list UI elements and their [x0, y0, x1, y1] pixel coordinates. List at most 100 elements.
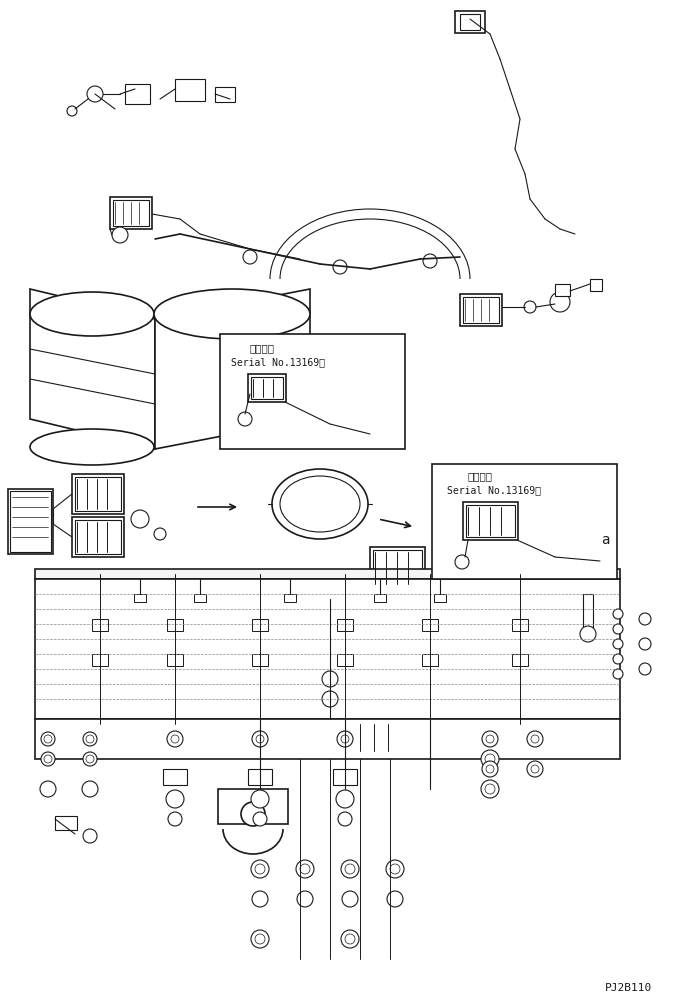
Circle shape: [83, 732, 97, 746]
Circle shape: [527, 731, 543, 747]
Circle shape: [256, 735, 264, 743]
Bar: [92, 620, 108, 631]
Circle shape: [386, 861, 404, 878]
Text: PJ2B110: PJ2B110: [604, 982, 652, 992]
Ellipse shape: [154, 290, 310, 340]
Circle shape: [524, 302, 536, 314]
Circle shape: [322, 671, 338, 687]
Circle shape: [241, 802, 265, 826]
Bar: [167, 620, 183, 631]
Circle shape: [341, 735, 349, 743]
Circle shape: [41, 732, 55, 746]
Bar: [163, 769, 187, 785]
Circle shape: [527, 761, 543, 777]
Polygon shape: [35, 719, 620, 759]
Bar: [220, 335, 405, 449]
Circle shape: [613, 625, 623, 634]
Bar: [10, 491, 51, 553]
Circle shape: [253, 812, 267, 826]
Bar: [358, 722, 407, 754]
Circle shape: [251, 861, 269, 878]
Circle shape: [166, 790, 184, 808]
Circle shape: [639, 614, 651, 626]
Circle shape: [387, 891, 403, 907]
Bar: [251, 377, 283, 399]
Text: Serial No.13169～: Serial No.13169～: [231, 357, 325, 367]
Bar: [75, 477, 121, 512]
Bar: [590, 280, 602, 292]
Bar: [512, 654, 528, 666]
Bar: [72, 518, 124, 558]
Circle shape: [531, 735, 539, 743]
Circle shape: [41, 752, 55, 766]
Circle shape: [322, 691, 338, 707]
Circle shape: [131, 511, 149, 529]
Circle shape: [485, 754, 495, 764]
Circle shape: [639, 638, 651, 650]
Bar: [463, 503, 518, 541]
Circle shape: [550, 293, 570, 313]
Circle shape: [333, 261, 347, 275]
Circle shape: [341, 861, 359, 878]
Bar: [215, 88, 235, 103]
Circle shape: [613, 654, 623, 664]
Bar: [463, 298, 499, 324]
Circle shape: [86, 755, 94, 763]
Circle shape: [252, 891, 268, 907]
Bar: [248, 375, 286, 402]
Bar: [333, 769, 357, 785]
Circle shape: [613, 669, 623, 679]
Circle shape: [345, 934, 355, 944]
Circle shape: [580, 627, 596, 642]
Bar: [583, 595, 593, 629]
Circle shape: [531, 765, 539, 773]
Bar: [460, 295, 502, 327]
Circle shape: [83, 829, 97, 844]
Circle shape: [168, 812, 182, 826]
Bar: [72, 474, 124, 515]
Bar: [455, 12, 485, 34]
Bar: [252, 654, 268, 666]
Circle shape: [86, 735, 94, 743]
Bar: [8, 489, 53, 555]
Circle shape: [252, 731, 268, 747]
Circle shape: [171, 735, 179, 743]
Circle shape: [639, 663, 651, 675]
Bar: [512, 620, 528, 631]
Circle shape: [296, 861, 314, 878]
Circle shape: [481, 780, 499, 798]
Circle shape: [485, 784, 495, 794]
Bar: [422, 654, 438, 666]
Bar: [337, 620, 353, 631]
Circle shape: [243, 251, 257, 265]
Bar: [167, 654, 183, 666]
Circle shape: [83, 752, 97, 766]
Circle shape: [390, 865, 400, 875]
Circle shape: [486, 735, 494, 743]
Circle shape: [481, 750, 499, 768]
Bar: [373, 551, 422, 587]
Bar: [194, 595, 206, 603]
Circle shape: [40, 781, 56, 797]
Ellipse shape: [30, 429, 154, 465]
Bar: [252, 620, 268, 631]
Bar: [248, 769, 272, 785]
Polygon shape: [155, 290, 310, 449]
Bar: [432, 464, 617, 580]
Circle shape: [44, 755, 52, 763]
Polygon shape: [35, 570, 620, 580]
Bar: [370, 548, 425, 590]
Bar: [218, 789, 288, 824]
Bar: [284, 595, 296, 603]
Circle shape: [112, 228, 128, 244]
Bar: [434, 595, 446, 603]
Circle shape: [455, 556, 469, 570]
Polygon shape: [30, 290, 155, 449]
Text: Serial No.13169～: Serial No.13169～: [447, 484, 541, 494]
Text: a: a: [601, 533, 609, 547]
Circle shape: [342, 891, 358, 907]
Circle shape: [154, 529, 166, 541]
Circle shape: [482, 761, 498, 777]
Ellipse shape: [272, 469, 368, 540]
Circle shape: [482, 731, 498, 747]
